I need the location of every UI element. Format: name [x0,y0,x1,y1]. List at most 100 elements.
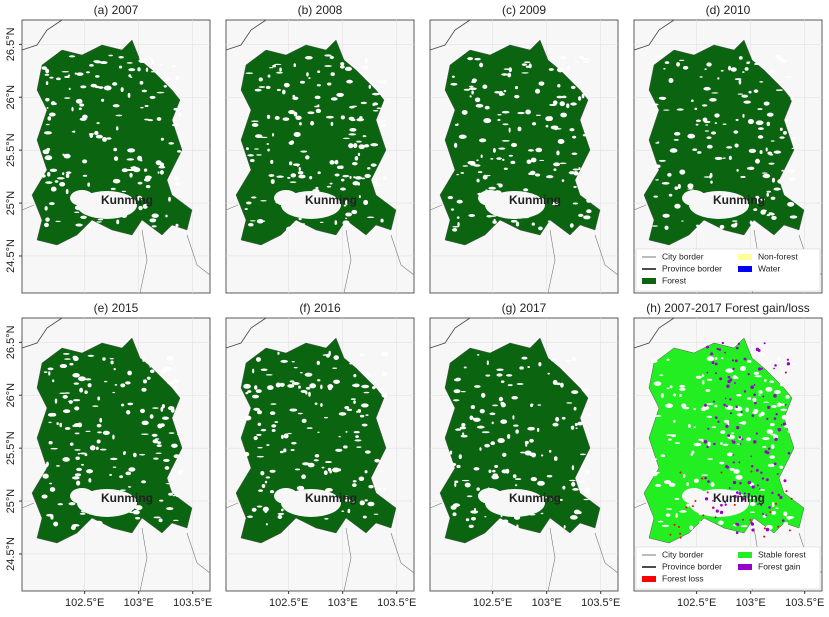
non-forest-patch [777,356,781,361]
non-forest-patch [665,508,673,510]
non-forest-patch [695,123,699,126]
non-forest-patch [74,211,80,214]
non-forest-patch [258,489,263,492]
non-forest-patch [565,359,572,362]
non-forest-patch [283,82,290,88]
non-forest-patch [730,67,737,72]
gain-patch [747,493,751,496]
non-forest-patch [761,353,765,357]
non-forest-patch [256,219,264,224]
non-forest-patch [506,374,513,377]
non-forest-patch [245,147,249,151]
non-forest-patch [380,218,384,223]
non-forest-patch [251,120,259,122]
non-forest-patch [359,500,365,506]
non-forest-patch [267,74,271,78]
non-forest-patch [781,414,789,420]
city-border [186,532,211,574]
non-forest-patch [458,454,462,460]
non-forest-patch [292,96,299,101]
non-forest-patch [354,176,363,180]
gain-patch [773,394,777,398]
non-forest-patch [77,376,86,382]
non-forest-patch [571,481,576,487]
non-forest-patch [707,458,713,460]
non-forest-patch [562,485,566,490]
non-forest-patch [730,432,735,434]
x-tick-label: 102.5°E [677,597,716,609]
non-forest-patch [661,181,670,185]
gain-patch [774,437,778,442]
non-forest-patch [679,393,682,397]
non-forest-patch [82,114,88,120]
non-forest-patch [352,181,360,186]
non-forest-patch [477,171,483,174]
non-forest-patch [492,404,498,407]
non-forest-patch [305,386,311,390]
non-forest-patch [304,372,313,377]
non-forest-patch [342,220,350,226]
non-forest-patch [714,404,718,408]
non-forest-patch [655,483,662,487]
non-forest-patch [82,174,88,177]
panel-title: (f) 2016 [299,301,341,315]
non-forest-patch [320,403,323,408]
non-forest-patch [75,223,83,227]
non-forest-patch [785,394,790,399]
non-forest-patch [566,402,573,404]
non-forest-patch [128,467,136,472]
province-border [21,19,63,51]
non-forest-patch [273,63,282,66]
non-forest-patch [521,72,529,74]
non-forest-patch [72,373,80,378]
non-forest-patch [447,195,454,200]
non-forest-patch [571,465,575,471]
non-forest-patch [455,428,462,431]
non-forest-patch [317,70,321,73]
city-border [139,527,148,592]
non-forest-patch [758,489,766,491]
loss-patch [750,470,753,473]
non-forest-patch [101,98,105,102]
non-forest-patch [676,62,681,67]
non-forest-patch [361,423,368,427]
non-forest-patch [165,214,168,218]
non-forest-patch [706,403,714,405]
non-forest-patch [45,123,50,126]
non-forest-patch [292,163,301,166]
gain-patch [767,405,771,410]
non-forest-patch [158,63,164,66]
gain-patch [704,403,707,407]
non-forest-patch [68,55,76,58]
non-forest-patch [253,435,258,441]
gain-patch [768,447,771,450]
non-forest-patch [694,107,698,111]
non-forest-patch [720,430,726,434]
non-forest-patch [537,480,545,486]
gain-patch [753,384,756,386]
non-forest-patch [86,469,93,474]
non-forest-patch [563,525,566,529]
gain-patch [732,367,735,370]
non-forest-patch [68,87,71,91]
non-forest-patch [667,172,672,177]
non-forest-patch [361,384,370,389]
city-border [343,229,352,294]
non-forest-patch [340,178,345,182]
gain-patch [736,426,740,430]
non-forest-patch [734,143,739,148]
non-forest-patch [771,215,777,220]
non-forest-patch [268,67,274,69]
non-forest-patch [473,467,480,471]
non-forest-patch [68,502,76,506]
non-forest-patch [134,505,143,511]
non-forest-patch [780,408,787,412]
non-forest-patch [351,228,358,231]
non-forest-patch [141,89,148,93]
non-forest-patch [172,519,179,521]
non-forest-patch [514,484,518,487]
non-forest-patch [345,200,349,205]
non-forest-patch [280,359,288,363]
non-forest-patch [334,173,340,177]
non-forest-patch [449,404,452,409]
